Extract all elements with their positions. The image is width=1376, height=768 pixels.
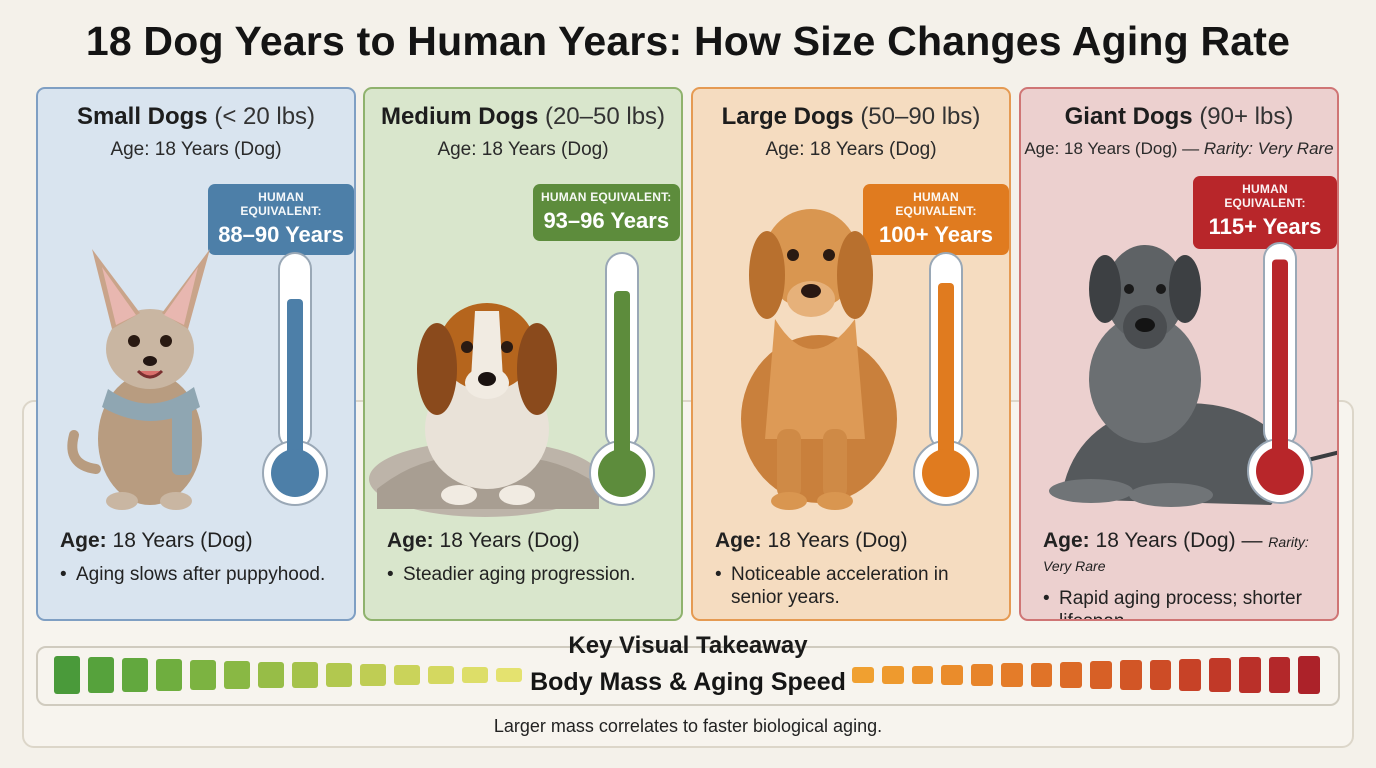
golden-retriever-illustration: [741, 209, 897, 510]
scale-segment: [88, 656, 114, 694]
footer-age: Age: 18 Years (Dog) — Rarity: Very Rare: [1043, 529, 1309, 574]
panel-title: Giant Dogs (90+ lbs): [1064, 103, 1294, 130]
scale-segment: [428, 666, 454, 684]
scale-segment: [462, 667, 488, 683]
scale-segment: [971, 664, 993, 686]
beagle-illustration: [369, 303, 601, 517]
panel-title: Small Dogs (< 20 lbs): [76, 103, 316, 130]
scale-segment: [258, 661, 284, 689]
scale-segment: [1209, 658, 1231, 692]
scale-segment: [54, 656, 80, 694]
thermometer: [1247, 242, 1313, 504]
footer-age: Age: 18 Years (Dog): [60, 529, 253, 552]
page-title: 18 Dog Years to Human Years: How Size Ch…: [85, 18, 1291, 64]
human-equivalent-badge: HUMAN EQUIVALENT: 115+ Years: [1193, 176, 1337, 249]
human-equivalent-badge: HUMAN EQUIVALENT: 93–96 Years: [533, 184, 680, 241]
footer-age: Age: 18 Years (Dog): [715, 529, 908, 552]
scale-segment: [122, 657, 148, 693]
scale-segment: [292, 662, 318, 688]
aging-note: Aging slows after puppyhood.: [60, 563, 340, 586]
panel-giant-dogs: Giant Dogs (90+ lbs) Age: 18 Years (Dog)…: [1019, 87, 1339, 621]
panel-subtitle: Age: 18 Years (Dog): [110, 139, 282, 160]
panel-subtitle: Age: 18 Years (Dog) — Rarity: Very Rare: [1024, 139, 1334, 158]
scale-segment: [1119, 660, 1142, 690]
thermometer: [589, 252, 655, 506]
takeaway-center-label: Body Mass & Aging Speed: [530, 668, 846, 696]
thermometer: [262, 252, 328, 506]
panel-subtitle: Age: 18 Years (Dog): [765, 139, 937, 160]
scale-segment: [1268, 656, 1291, 694]
scale-segment: [1298, 656, 1320, 694]
scale-segment: [394, 665, 420, 685]
human-equivalent-badge: HUMAN EQUIVALENT: 100+ Years: [863, 184, 1009, 255]
footer-age: Age: 18 Years (Dog): [387, 529, 580, 552]
panel-title: Medium Dogs (20–50 lbs): [380, 103, 666, 130]
panel-large-dogs: Large Dogs (50–90 lbs) Age: 18 Years (Do…: [691, 87, 1011, 621]
scale-segment: [1090, 661, 1112, 689]
scale-segment: [941, 664, 963, 686]
panel-small-dogs: Small Dogs (< 20 lbs) Age: 18 Years (Dog…: [36, 87, 356, 621]
scale-segment: [911, 665, 934, 685]
scale-segment: [496, 668, 522, 682]
chihuahua-illustration: [67, 249, 210, 510]
scale-segment: [190, 659, 216, 691]
scale-segment: [326, 663, 352, 687]
scale-segment: [1179, 658, 1201, 692]
scale-segment: [360, 664, 386, 686]
aging-note: Noticeable acceleration in senior years.: [715, 563, 995, 609]
aging-note: Steadier aging progression.: [387, 563, 667, 586]
scale-segment: [156, 658, 182, 692]
scale-segment: [881, 666, 904, 684]
panel-title: Large Dogs (50–90 lbs): [721, 103, 981, 130]
takeaway-caption: Larger mass correlates to faster biologi…: [493, 716, 883, 736]
scale-segment: [224, 660, 250, 690]
great-dane-illustration: [1049, 245, 1337, 507]
human-equivalent-badge: HUMAN EQUIVALENT: 88–90 Years: [208, 184, 354, 255]
scale-segment: [1149, 659, 1172, 691]
scale-segment: [1238, 657, 1261, 693]
scale-segment: [852, 667, 874, 683]
scale-segment: [1000, 663, 1023, 687]
thermometer: [913, 252, 979, 506]
aging-note: Rapid aging process; shorter lifespan.: [1043, 587, 1323, 619]
scale-segment: [1060, 661, 1082, 689]
scale-segment: [1030, 662, 1053, 688]
takeaway-heading: Key Visual Takeaway: [568, 632, 808, 659]
panel-medium-dogs: Medium Dogs (20–50 lbs) Age: 18 Years (D…: [363, 87, 683, 621]
panel-subtitle: Age: 18 Years (Dog): [437, 139, 609, 160]
